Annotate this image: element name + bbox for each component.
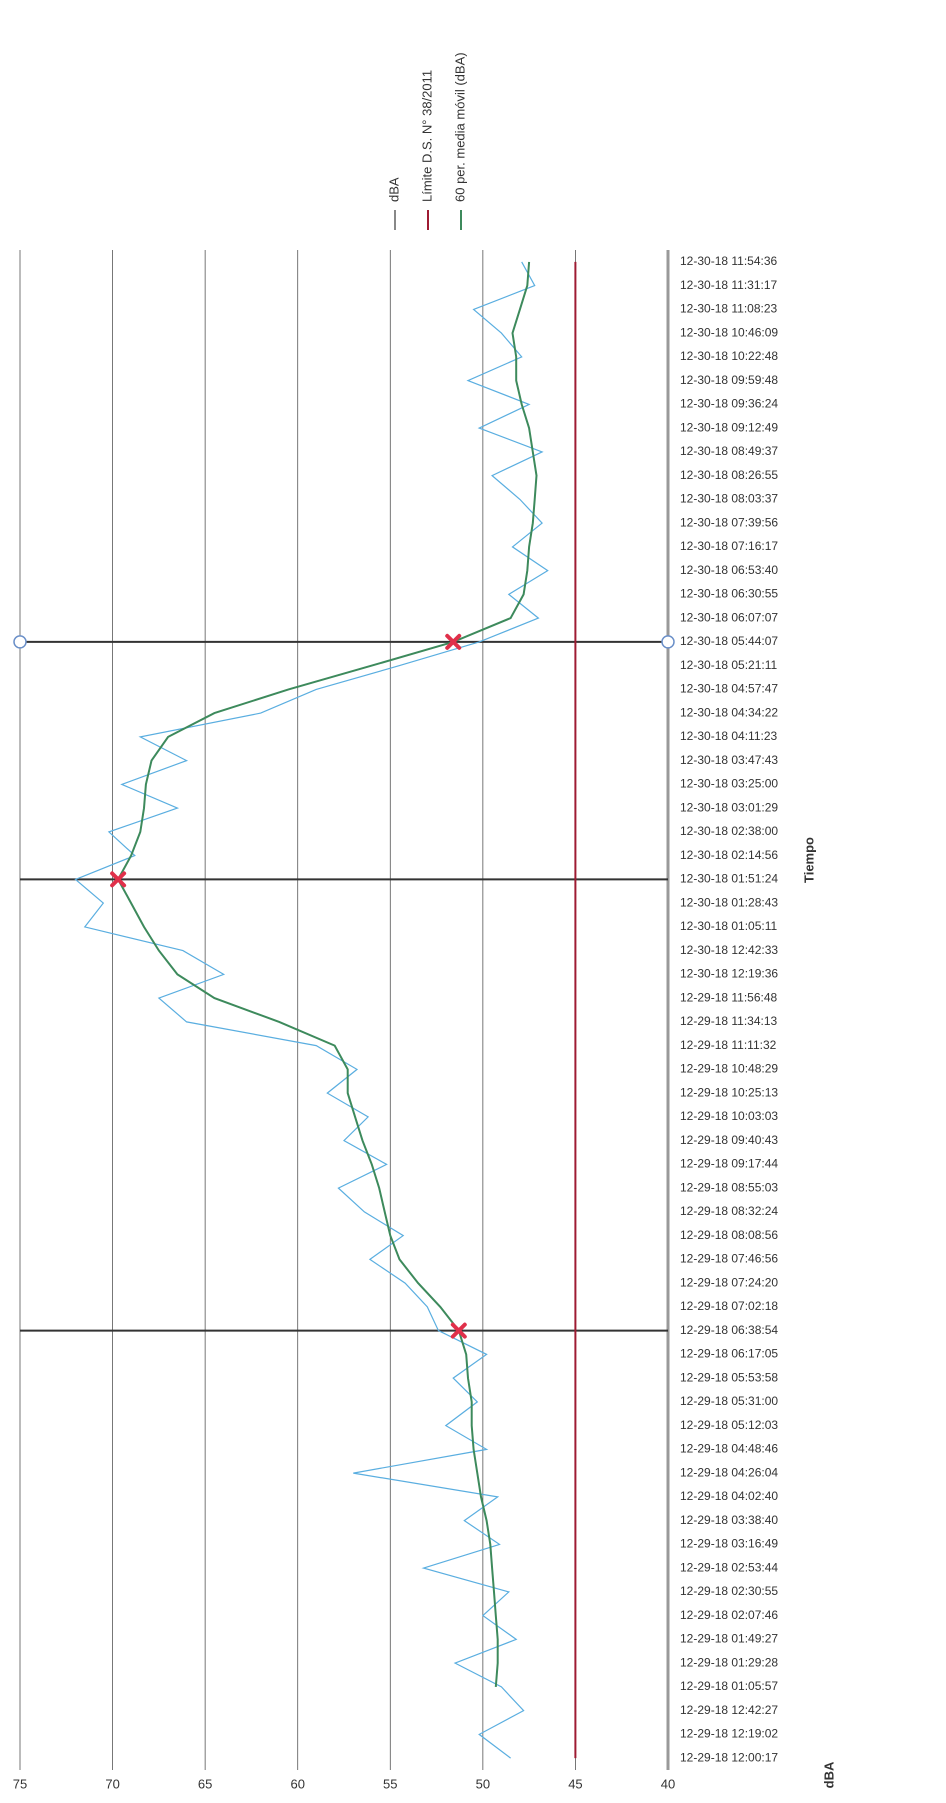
x-tick-label: 12-29-18 06:38:54 [680, 1323, 778, 1337]
x-tick-label: 12-29-18 05:31:00 [680, 1394, 778, 1408]
marker-x [110, 871, 127, 888]
x-tick-label: 12-29-18 01:49:27 [680, 1632, 778, 1646]
legend-label: Límite D.S. N° 38/2011 [419, 70, 434, 202]
x-tick-label: 12-30-18 05:44:07 [680, 634, 778, 648]
x-tick-label: 12-30-18 01:28:43 [680, 895, 778, 909]
y-tick-label: 70 [105, 1776, 119, 1791]
x-tick-label: 12-30-18 03:25:00 [680, 777, 778, 791]
x-tick-label: 12-30-18 12:42:33 [680, 943, 778, 957]
x-tick-label: 12-30-18 04:57:47 [680, 682, 778, 696]
rotated-chart: 40 45 50 55 60 65 70 75 12-29-18 12:00:17 12-29-1… [13, 52, 837, 1791]
x-tick-label: 12-30-18 11:54:36 [680, 254, 778, 268]
x-tick-label: 12-29-18 02:07:46 [680, 1608, 778, 1622]
x-tick-label: 12-30-18 04:34:22 [680, 705, 778, 719]
x-tick-label: 12-29-18 02:30:55 [680, 1584, 778, 1598]
x-tick-label: 12-29-18 10:25:13 [680, 1085, 778, 1099]
x-tick-label: 12-29-18 03:16:49 [680, 1537, 778, 1551]
x-tick-label: 12-29-18 11:34:13 [680, 1014, 778, 1028]
x-tick-label: 12-29-18 09:40:43 [680, 1133, 778, 1147]
x-tick-label: 12-30-18 01:05:11 [680, 919, 778, 933]
series-line [74, 261, 549, 1759]
x-tick-label: 12-30-18 01:51:24 [680, 872, 778, 886]
x-tick-label: 12-30-18 09:59:48 [680, 373, 778, 387]
marker-handle [661, 635, 675, 649]
x-tick-label: 12-30-18 09:36:24 [680, 397, 778, 411]
x-tick-label: 12-29-18 12:42:27 [680, 1703, 778, 1717]
x-tick-label: 12-30-18 05:21:11 [680, 658, 778, 672]
x-tick-label: 12-29-18 05:12:03 [680, 1418, 778, 1432]
x-tick-label: 12-30-18 03:01:29 [680, 800, 778, 814]
y-tick-label: 65 [198, 1776, 212, 1791]
x-tick-label: 12-29-18 04:02:40 [680, 1489, 778, 1503]
x-tick-label: 12-30-18 12:19:36 [680, 967, 778, 981]
x-tick-label: 12-30-18 08:03:37 [680, 492, 778, 506]
y-tick-label: 55 [383, 1776, 397, 1791]
x-tick-label: 12-30-18 09:12:49 [680, 420, 778, 434]
x-tick-label: 12-30-18 06:07:07 [680, 610, 778, 624]
x-tick-label: 12-30-18 03:47:43 [680, 753, 778, 767]
legend-label: dBA [386, 177, 401, 202]
x-tick-label: 12-30-18 04:11:23 [680, 729, 778, 743]
x-tick-label: 12-29-18 01:05:57 [680, 1679, 778, 1693]
marker-handle [13, 635, 27, 649]
x-tick-label: 12-29-18 07:02:18 [680, 1299, 778, 1313]
series-line [116, 261, 538, 1687]
x-tick-label: 12-29-18 02:53:44 [680, 1560, 778, 1574]
x-tick-label: 12-29-18 01:29:28 [680, 1655, 778, 1669]
y-tick-label: 40 [661, 1776, 675, 1791]
x-tick-label: 12-29-18 08:32:24 [680, 1204, 778, 1218]
x-tick-label: 12-29-18 07:24:20 [680, 1275, 778, 1289]
x-tick-label: 12-29-18 11:56:48 [680, 990, 778, 1004]
x-tick-label: 12-29-18 06:17:05 [680, 1347, 778, 1361]
x-tick-label: 12-30-18 11:31:17 [680, 278, 778, 292]
x-tick-label: 12-30-18 08:49:37 [680, 444, 778, 458]
x-tick-label: 12-30-18 10:46:09 [680, 325, 778, 339]
marker-x [450, 1322, 467, 1339]
x-tick-label: 12-29-18 04:48:46 [680, 1442, 778, 1456]
x-tick-label: 12-29-18 03:38:40 [680, 1513, 778, 1527]
x-tick-label: 12-29-18 09:17:44 [680, 1157, 778, 1171]
x-tick-label: 12-30-18 02:14:56 [680, 848, 778, 862]
x-tick-label: 12-29-18 10:48:29 [680, 1062, 778, 1076]
x-tick-label: 12-29-18 04:26:04 [680, 1465, 778, 1479]
x-tick-label: 12-30-18 07:39:56 [680, 515, 778, 529]
y-axis-title: dBA [821, 1761, 836, 1788]
x-axis-title: Tiempo [801, 837, 816, 883]
x-tick-label: 12-30-18 11:08:23 [680, 302, 778, 316]
x-tick-label: 12-29-18 11:11:32 [680, 1038, 777, 1052]
x-tick-label: 12-29-18 08:55:03 [680, 1180, 778, 1194]
y-tick-label: 50 [476, 1776, 490, 1791]
y-tick-label: 75 [13, 1776, 27, 1791]
x-tick-label: 12-29-18 08:08:56 [680, 1228, 778, 1242]
x-tick-label: 12-30-18 06:30:55 [680, 587, 778, 601]
legend-label: 60 per. media móvil (dBA) [452, 52, 467, 202]
x-tick-label: 12-29-18 10:03:03 [680, 1109, 778, 1123]
x-tick-label: 12-29-18 12:19:02 [680, 1727, 778, 1741]
x-tick-label: 12-29-18 05:53:58 [680, 1370, 778, 1384]
x-tick-label: 12-29-18 07:46:56 [680, 1252, 778, 1266]
x-tick-label: 12-30-18 10:22:48 [680, 349, 778, 363]
marker-x [445, 633, 462, 650]
x-tick-label: 12-30-18 07:16:17 [680, 539, 778, 553]
x-tick-label: 12-30-18 08:26:55 [680, 468, 778, 482]
y-tick-label: 45 [568, 1776, 582, 1791]
x-tick-label: 12-29-18 12:00:17 [680, 1750, 778, 1764]
x-tick-label: 12-30-18 06:53:40 [680, 563, 778, 577]
x-tick-label: 12-30-18 02:38:00 [680, 824, 778, 838]
y-tick-label: 60 [290, 1776, 304, 1791]
